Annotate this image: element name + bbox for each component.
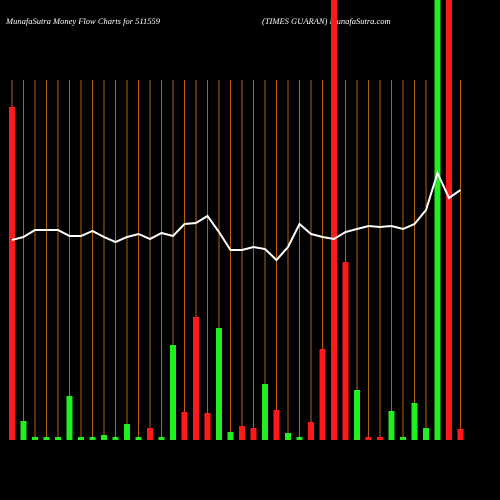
bar [354,390,360,440]
bar [101,435,107,440]
bar [400,437,406,440]
bar [250,428,257,440]
bar [32,437,38,440]
bar [227,432,234,440]
bar [147,428,153,440]
bar [365,437,372,440]
bar [388,411,395,440]
bar [124,424,130,440]
bar [377,437,383,440]
bar [78,437,84,440]
bar [446,0,452,440]
bar [89,437,96,440]
money-flow-line [11,170,462,262]
bar [411,403,418,440]
bar [296,437,303,440]
bar [55,437,61,440]
chart-title: MunafaSutra Money Flow Charts for 511559 [5,16,161,26]
bar [43,437,50,440]
bar [262,384,268,440]
bar [158,437,165,440]
bar [9,107,15,440]
bar [193,317,199,440]
bar [135,437,142,440]
bar [239,426,245,440]
bar [204,413,211,440]
bar [66,396,73,440]
bar [331,0,337,440]
bar [423,428,429,440]
bar [319,349,326,440]
bar [285,433,291,440]
bar [457,429,464,440]
bar [20,421,27,440]
chart-subtitle: (TIMES GUARAN) MunafaSutra.com [262,16,391,26]
bar [273,410,280,440]
bar [308,422,314,440]
bar [342,262,349,440]
bar [434,0,441,440]
bar [112,437,119,440]
bar [216,328,222,440]
bar [170,345,176,440]
bar [181,412,188,440]
